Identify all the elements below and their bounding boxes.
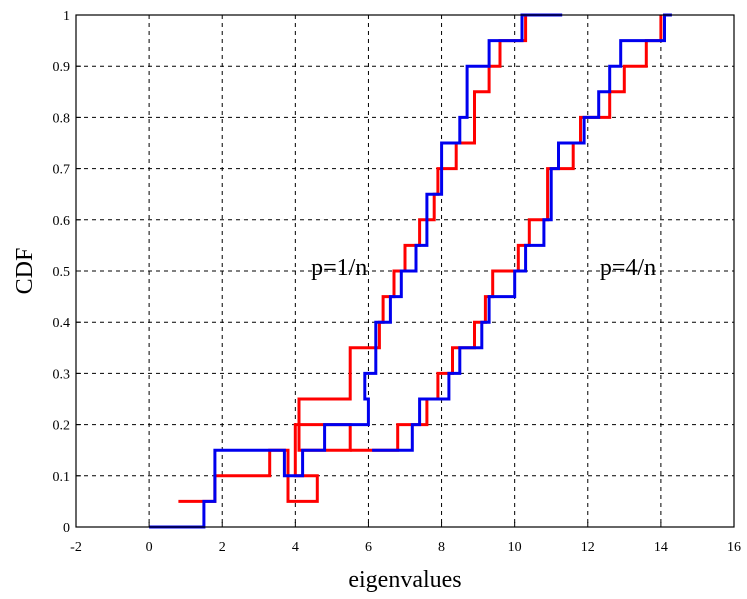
y-axis-label: CDF	[12, 248, 38, 295]
x-tick-label: 16	[727, 540, 741, 555]
x-tick-label: 0	[146, 540, 153, 555]
y-tick-label: 0.9	[53, 60, 71, 75]
series-group	[149, 13, 672, 529]
y-tick-label: 0.2	[53, 419, 71, 434]
annotation-label: p=1/n	[311, 255, 367, 281]
annotation-label: p=4/n	[600, 255, 656, 281]
series-line-blue-p1	[149, 13, 563, 529]
y-tick-label: 0.8	[53, 111, 71, 126]
x-tick-label: 4	[292, 540, 299, 555]
y-tick-label: 0.5	[53, 265, 71, 280]
x-axis-label: eigenvalues	[348, 567, 461, 593]
x-tick-label: 6	[365, 540, 372, 555]
series-line-blue-p4	[372, 13, 672, 452]
y-tick-label: 0.3	[53, 367, 71, 382]
x-tick-label: 10	[508, 540, 522, 555]
x-tick-label: 14	[654, 540, 668, 555]
y-tick-label: 0.1	[53, 470, 71, 485]
y-tick-label: 0.4	[53, 316, 71, 331]
series-line-red-p4	[350, 15, 663, 452]
x-tick-label: -2	[70, 540, 82, 555]
annotations: p=1/n p=4/n	[311, 255, 656, 281]
x-tick-label: 12	[581, 540, 595, 555]
series-line-red-p1	[178, 13, 537, 503]
x-tick-label: 8	[438, 540, 445, 555]
y-tick-label: 1	[63, 9, 70, 24]
x-tick-labels: -2 0 2 4 6 8 10 12 14 16	[70, 522, 741, 555]
y-tick-label: 0.6	[53, 214, 71, 229]
y-tick-labels: 0 0.1 0.2 0.3 0.4 0.5 0.6 0.7 0.8 0.9 1	[53, 9, 81, 536]
x-tick-label: 2	[219, 540, 226, 555]
y-tick-label: 0.7	[53, 163, 71, 178]
y-tick-label: 0	[63, 521, 70, 536]
